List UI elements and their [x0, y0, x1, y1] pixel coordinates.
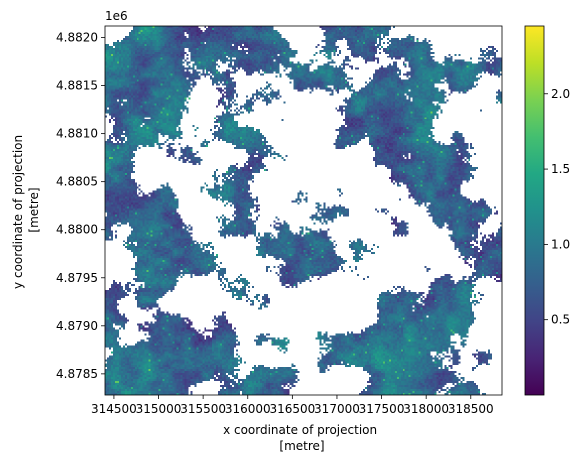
heatmap-raster [105, 26, 502, 395]
colorbar-tick-label: 2.0 [551, 87, 570, 101]
y-axis-label: y coordinate of projection [metre] [11, 131, 41, 289]
x-tick-label: 315000 [136, 402, 182, 416]
y-tick-label: 4.8820 [56, 31, 98, 45]
raster-area [105, 26, 502, 395]
x-tick-label: 317500 [359, 402, 405, 416]
y-tick-label: 4.8795 [56, 271, 98, 285]
x-axis-label-line-2: [metre] [279, 439, 324, 453]
y-axis-label-line-1: y coordinate of projection [11, 135, 25, 289]
y-tick-label: 4.8790 [56, 319, 98, 333]
x-tick-label: 318500 [448, 402, 494, 416]
colorbar-tick-label: 1.0 [551, 237, 570, 251]
y-axis-ticks: 4.8785 4.8790 4.8795 4.8800 4.8805 4.8810 4.88… [56, 31, 105, 381]
x-tick-label: 315500 [180, 402, 226, 416]
x-axis-label-line-1: x coordinate of projection [223, 423, 377, 437]
x-tick-label: 318000 [403, 402, 449, 416]
x-axis-ticks: 3145003150003155003160003165003170003175… [91, 395, 494, 416]
x-tick-label: 316500 [269, 402, 315, 416]
x-tick-label: 317000 [314, 402, 360, 416]
y-tick-label: 4.8785 [56, 367, 98, 381]
y-tick-label: 4.8805 [56, 175, 98, 189]
colorbar-tick-label: 0.5 [551, 313, 570, 327]
x-tick-label: 316000 [225, 402, 271, 416]
x-axis-label: x coordinate of projection [metre] [223, 423, 381, 453]
colorbar [524, 25, 545, 396]
plot-frame [104, 25, 503, 396]
y-tick-label: 4.8810 [56, 127, 98, 141]
colorbar-tick-label: 1.5 [551, 162, 570, 176]
y-offset-label: 1e6 [105, 9, 128, 23]
y-tick-label: 4.8800 [56, 223, 98, 237]
colorbar-ticks: 0.5 1.0 1.5 2.0 [544, 87, 570, 327]
y-tick-label: 4.8815 [56, 79, 98, 93]
x-tick-label: 314500 [91, 402, 137, 416]
y-axis-label-line-2: [metre] [27, 187, 41, 232]
